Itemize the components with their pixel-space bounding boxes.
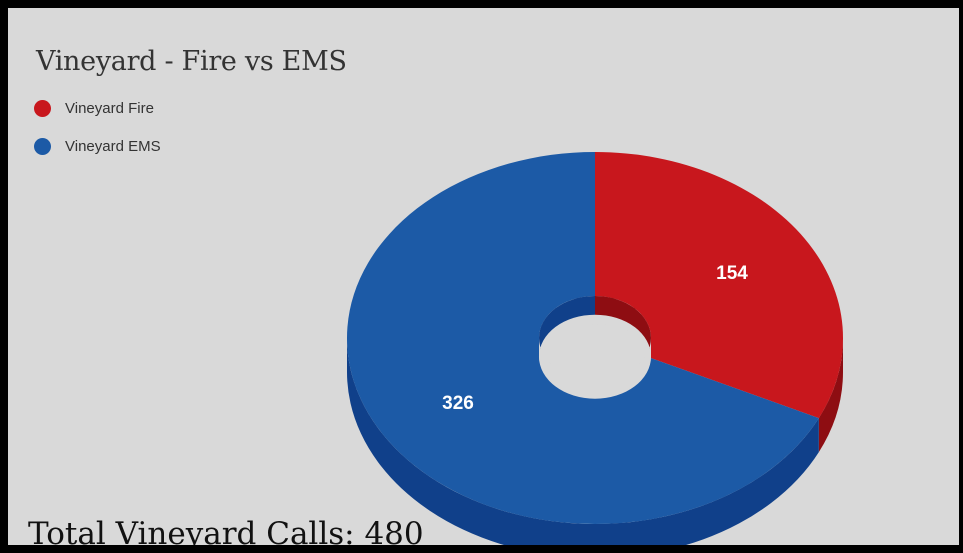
donut-hole-front [539,338,651,399]
legend-label-fire: Vineyard Fire [65,100,154,117]
donut-hole [539,323,651,390]
data-label-vineyard-ems: 326 [442,393,474,414]
total-calls-caption: Total Vineyard Calls: 480 [28,516,424,552]
legend-item-fire: Vineyard Fire [34,100,154,117]
legend-label-ems: Vineyard EMS [65,138,161,155]
chart-title: Vineyard - Fire vs EMS [36,46,347,77]
slice-side-vineyard-fire [818,338,843,453]
legend-swatch-fire [34,100,51,117]
slice-vineyard-ems [346,152,819,524]
donut-chart: 154 326 [346,152,843,545]
legend-swatch-ems [34,138,51,155]
slice-vineyard-fire [595,152,843,419]
slice-inner-wall-vineyard-fire-0 [595,296,651,357]
legend-item-ems: Vineyard EMS [34,138,161,155]
data-label-vineyard-fire: 154 [716,263,748,284]
slice-inner-wall-vineyard-ems-1 [539,296,595,357]
